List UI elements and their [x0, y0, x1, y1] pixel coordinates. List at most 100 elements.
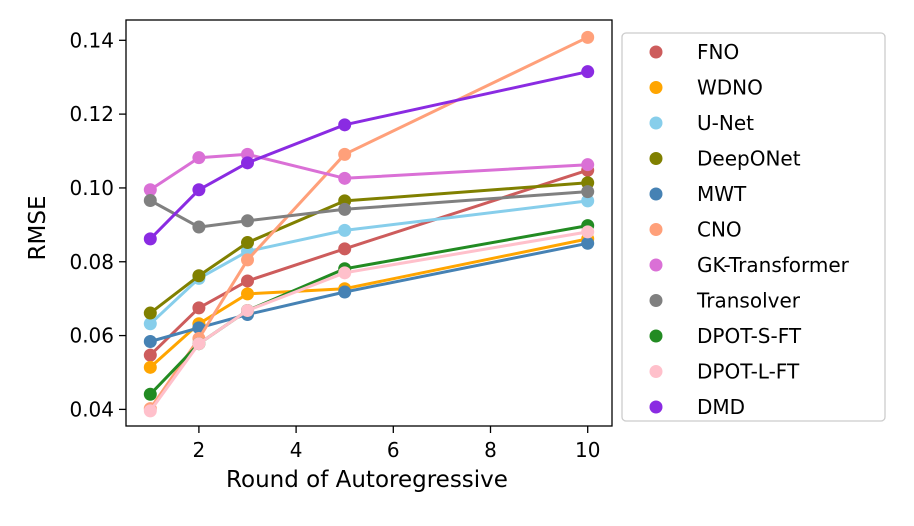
legend-marker — [649, 45, 663, 59]
series-dmd — [143, 65, 595, 246]
series-line-deeponet — [149, 181, 588, 315]
data-point-cno — [338, 147, 352, 161]
data-point-dpot-l-ft — [241, 303, 254, 317]
legend-item-cno: CNO — [649, 218, 742, 242]
legend-item-fno: FNO — [649, 40, 739, 64]
data-point-fno — [241, 274, 254, 288]
legend-item-dpot-l-ft: DPOT-L-FT — [649, 360, 800, 384]
y-tick-label: 0.10 — [69, 176, 114, 200]
series-mwt — [143, 236, 595, 348]
data-point-transolver — [338, 202, 352, 216]
legend-marker — [649, 223, 663, 236]
legend: FNO WDNO U-Net DeepONet MWT CNO GK-Transformer… — [621, 32, 886, 422]
data-point-mwt — [581, 236, 595, 250]
x-tick-label: 4 — [290, 438, 303, 462]
legend-item-deeponet: DeepONet — [649, 147, 801, 171]
legend-label: DMD — [697, 395, 745, 419]
legend-marker — [649, 152, 663, 165]
data-point-gk-transformer — [338, 171, 352, 185]
y-tick-label: 0.06 — [69, 324, 114, 348]
x-tick-label: 2 — [193, 438, 206, 462]
legend-box — [621, 32, 886, 422]
series-deeponet — [143, 176, 595, 320]
legend-marker — [649, 258, 663, 272]
legend-label: GK-Transformer — [697, 253, 850, 277]
legend-label: WDNO — [697, 76, 763, 100]
y-axis-label: RMSE — [25, 196, 51, 261]
data-point-wdno — [143, 360, 157, 374]
series-line-gk-transformer — [149, 152, 588, 192]
legend-marker — [649, 365, 663, 378]
data-point-deeponet — [143, 306, 157, 320]
series-u-net — [143, 194, 595, 331]
data-point-dmd — [581, 65, 595, 79]
series-dpot-l-ft — [143, 225, 595, 418]
y-tick-label: 0.14 — [69, 28, 114, 52]
legend-item-transolver: Transolver — [649, 289, 801, 313]
data-point-transolver — [581, 185, 595, 199]
data-point-cno — [241, 253, 254, 267]
legend-marker — [649, 329, 663, 343]
series-transolver — [143, 185, 595, 234]
data-point-deeponet — [241, 236, 254, 250]
data-point-mwt — [143, 334, 157, 348]
series-dpot-s-ft — [143, 219, 595, 401]
series-line-mwt — [149, 241, 588, 343]
data-point-dpot-l-ft — [192, 337, 206, 351]
data-point-fno — [192, 301, 206, 315]
data-point-dmd — [192, 183, 206, 197]
x-axis-label: Round of Autoregressive — [226, 467, 508, 493]
series-gk-transformer — [143, 147, 595, 197]
data-point-dmd — [338, 118, 352, 132]
data-point-u-net — [143, 317, 157, 331]
data-point-u-net — [581, 194, 595, 208]
legend-marker — [649, 187, 663, 201]
legend-label: FNO — [697, 40, 739, 64]
series-fno — [143, 163, 595, 362]
legend-label: CNO — [697, 218, 742, 242]
data-point-dpot-l-ft — [338, 266, 352, 280]
legend-label: DPOT-L-FT — [697, 360, 800, 384]
data-point-deeponet — [192, 269, 206, 283]
data-point-cno — [581, 30, 595, 44]
plot-frame — [125, 19, 613, 427]
data-point-gk-transformer — [143, 183, 157, 197]
data-point-u-net — [338, 223, 352, 237]
axes: 2 4 6 8 10 0.04 0.06 0.08 0.10 0.12 0.14 — [69, 28, 600, 462]
legend-label: DPOT-S-FT — [697, 324, 802, 348]
data-point-dpot-l-ft — [581, 225, 595, 239]
legend-item-gk-transformer: GK-Transformer — [649, 253, 850, 277]
legend-marker — [649, 294, 663, 307]
series-line-dpot-l-ft — [149, 230, 588, 412]
legend-marker — [649, 81, 663, 94]
legend-item-u-net: U-Net — [649, 111, 754, 135]
plot-border — [125, 19, 613, 427]
series-cno — [143, 30, 595, 416]
series-line-u-net — [149, 199, 588, 325]
x-tick-label: 8 — [484, 438, 497, 462]
y-tick-label: 0.08 — [69, 250, 114, 274]
data-point-dmd — [143, 232, 157, 246]
series-line-wdno — [149, 237, 589, 369]
data-point-dmd — [241, 156, 254, 170]
y-tick-label: 0.04 — [69, 397, 114, 421]
data-point-transolver — [192, 220, 206, 234]
legend-label: DeepONet — [697, 147, 801, 171]
data-point-gk-transformer — [581, 158, 595, 172]
legend-marker — [649, 116, 663, 130]
legend-label: MWT — [697, 182, 747, 206]
legend-item-mwt: MWT — [649, 182, 747, 206]
series-line-cno — [149, 35, 589, 410]
data-point-gk-transformer — [192, 151, 206, 165]
data-point-dpot-l-ft — [143, 404, 157, 418]
legend-item-dmd: DMD — [649, 395, 745, 419]
data-point-dpot-s-ft — [143, 387, 157, 401]
series-wdno — [143, 232, 595, 374]
legend-label: U-Net — [697, 111, 754, 135]
data-point-transolver — [143, 193, 157, 207]
x-tick-label: 6 — [387, 438, 400, 462]
data-point-mwt — [338, 285, 352, 299]
series-layer — [143, 30, 595, 418]
